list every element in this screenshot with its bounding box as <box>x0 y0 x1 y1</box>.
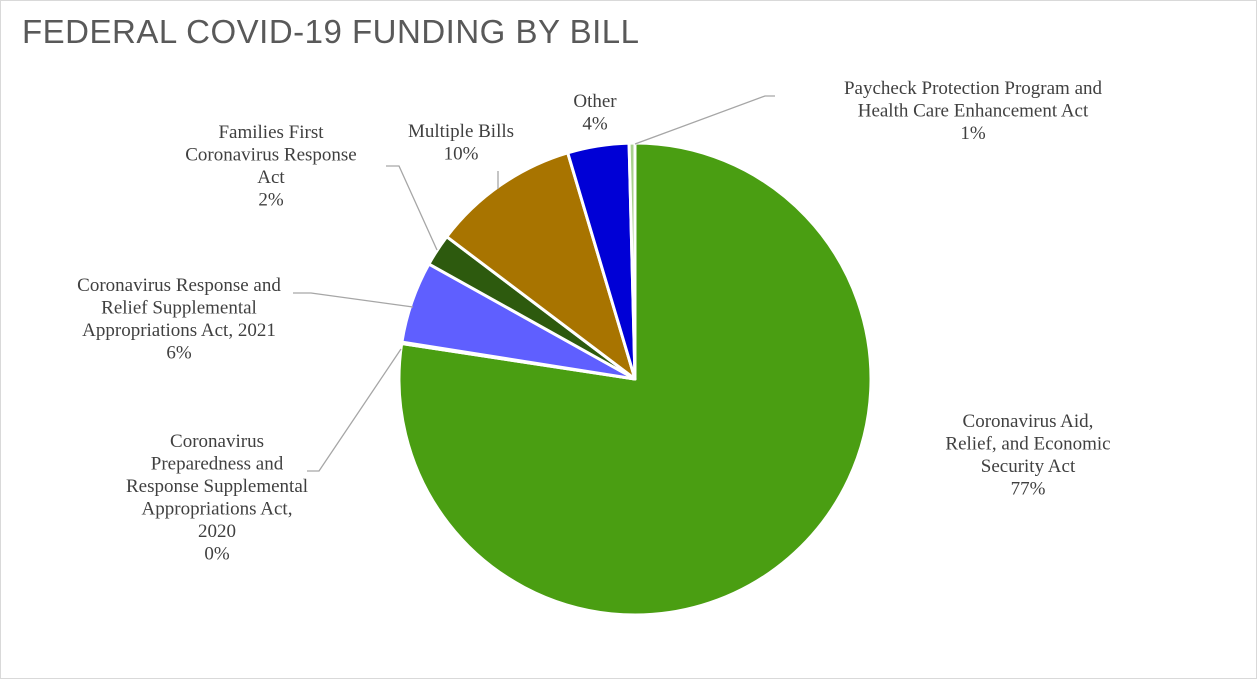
slice-percent-label: 10% <box>444 144 479 165</box>
slice-name-line: Multiple Bills <box>408 121 514 142</box>
slice-name-line: Coronavirus Response <box>185 145 357 166</box>
slice-label-2: Coronavirus Response and Relief Supplemen… <box>77 275 281 364</box>
pie-labels: Coronavirus Aid, Relief, and Economic Secu… <box>77 78 1110 565</box>
slice-name-line: Paycheck Protection Program and <box>844 78 1103 99</box>
slice-name-line: Coronavirus Response and <box>77 275 281 296</box>
slice-percent-label: 0% <box>204 544 230 565</box>
slice-percent-label: 77% <box>1011 479 1046 500</box>
slice-label-5: Other 4% <box>573 91 617 135</box>
slice-percent-label: 4% <box>582 114 608 135</box>
slice-name-line: Appropriations Act, <box>142 499 293 520</box>
slice-name-line: Act <box>257 167 285 188</box>
slice-label-0: Coronavirus Aid, Relief, and Economic Secu… <box>945 411 1110 500</box>
slice-name-line: Relief Supplemental <box>101 298 257 319</box>
pie-slice-4 <box>445 151 637 381</box>
slice-percent-label: 2% <box>258 190 284 211</box>
slice-name-line: Response Supplemental <box>126 476 308 497</box>
slice-name-line: Appropriations Act, 2021 <box>82 320 276 341</box>
slice-name-line: Relief, and Economic <box>945 434 1110 455</box>
pie-slice-6 <box>627 141 637 381</box>
slice-percent-label: 1% <box>960 123 986 144</box>
slice-name-line: Coronavirus Aid, <box>963 411 1094 432</box>
slice-label-6: Paycheck Protection Program and Health Ca… <box>844 78 1103 144</box>
slice-name-line: Other <box>573 91 617 112</box>
leader-line-3 <box>386 165 438 251</box>
slice-name-line: Health Care Enhancement Act <box>858 101 1089 122</box>
slice-name-line: Security Act <box>981 456 1076 477</box>
leader-line-2 <box>293 292 414 308</box>
slice-label-1: Coronavirus Preparedness and Response Supp… <box>126 431 308 565</box>
slice-name-line: 2020 <box>198 521 236 542</box>
slice-name-line: Coronavirus <box>170 431 264 452</box>
pie-slices <box>397 141 873 617</box>
slice-name-line: Families First <box>218 122 324 143</box>
slice-label-3: Families First Coronavirus Response Act 2% <box>185 122 357 211</box>
slice-name-line: Preparedness and <box>151 454 284 475</box>
slice-label-4: Multiple Bills 10% <box>408 121 514 165</box>
chart-title: FEDERAL COVID-19 FUNDING BY BILL <box>22 13 640 50</box>
slice-percent-label: 6% <box>166 343 192 364</box>
leader-line-1 <box>307 348 402 472</box>
leader-line-6 <box>634 95 775 145</box>
